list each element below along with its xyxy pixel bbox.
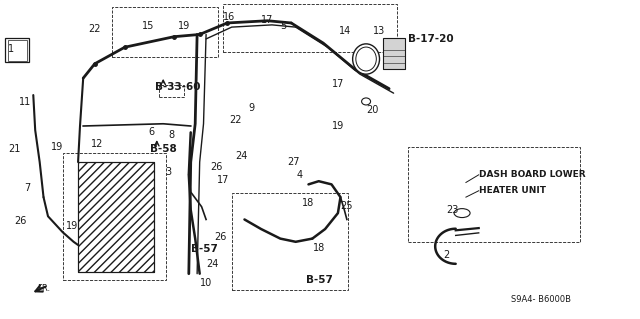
Text: 24: 24 <box>236 151 248 161</box>
Text: 12: 12 <box>91 139 103 149</box>
Text: 19: 19 <box>178 21 190 31</box>
Text: B-57: B-57 <box>191 244 218 255</box>
Bar <box>78 162 154 272</box>
Text: 21: 21 <box>8 144 20 154</box>
Text: 26: 26 <box>211 161 223 172</box>
Text: 6: 6 <box>148 127 155 137</box>
Text: 24: 24 <box>206 259 218 269</box>
Text: 27: 27 <box>287 157 300 167</box>
Text: 13: 13 <box>372 26 385 36</box>
Text: B-17-20: B-17-20 <box>408 34 454 44</box>
Text: 22: 22 <box>229 115 242 125</box>
Text: 25: 25 <box>340 201 353 211</box>
Text: 14: 14 <box>339 26 351 36</box>
Text: 19: 19 <box>332 121 344 131</box>
Bar <box>63 153 166 280</box>
Bar <box>112 7 218 57</box>
Text: 26: 26 <box>15 216 27 226</box>
Bar <box>408 147 580 242</box>
Text: 2: 2 <box>444 250 450 260</box>
Bar <box>383 38 405 69</box>
Ellipse shape <box>356 47 376 71</box>
Text: 8: 8 <box>168 130 175 140</box>
Text: 18: 18 <box>313 243 325 253</box>
Ellipse shape <box>362 98 371 105</box>
Text: 1: 1 <box>8 44 14 55</box>
Text: HEATER UNIT: HEATER UNIT <box>479 186 546 195</box>
Text: B-33-60: B-33-60 <box>155 82 200 92</box>
Text: 3: 3 <box>165 167 172 177</box>
Text: S9A4- B6000B: S9A4- B6000B <box>511 295 571 304</box>
Ellipse shape <box>353 44 380 74</box>
Text: 5: 5 <box>280 21 286 31</box>
Bar <box>223 4 397 52</box>
Text: 4: 4 <box>296 170 303 180</box>
Bar <box>232 193 348 290</box>
Text: B-58: B-58 <box>150 144 177 154</box>
Text: 19: 19 <box>51 142 63 152</box>
Ellipse shape <box>454 209 470 218</box>
Text: 26: 26 <box>214 232 227 242</box>
Text: 17: 17 <box>261 15 273 25</box>
Text: 7: 7 <box>24 183 31 193</box>
Text: 17: 17 <box>332 78 344 89</box>
Text: 23: 23 <box>447 205 459 215</box>
Text: 10: 10 <box>200 278 212 288</box>
Bar <box>159 85 184 97</box>
Text: 22: 22 <box>88 24 101 34</box>
Text: 20: 20 <box>366 105 378 115</box>
Text: FR.: FR. <box>37 284 51 293</box>
Text: 17: 17 <box>217 175 229 185</box>
Text: 18: 18 <box>302 197 314 208</box>
Bar <box>5 38 29 62</box>
Text: 19: 19 <box>66 221 78 231</box>
Text: 15: 15 <box>142 21 154 31</box>
Text: 9: 9 <box>248 103 255 114</box>
Text: 16: 16 <box>223 11 235 22</box>
Bar <box>8 40 27 61</box>
Text: 11: 11 <box>19 97 31 107</box>
Text: DASH BOARD LOWER: DASH BOARD LOWER <box>479 170 586 179</box>
Bar <box>78 162 154 272</box>
Text: B-57: B-57 <box>306 275 333 285</box>
